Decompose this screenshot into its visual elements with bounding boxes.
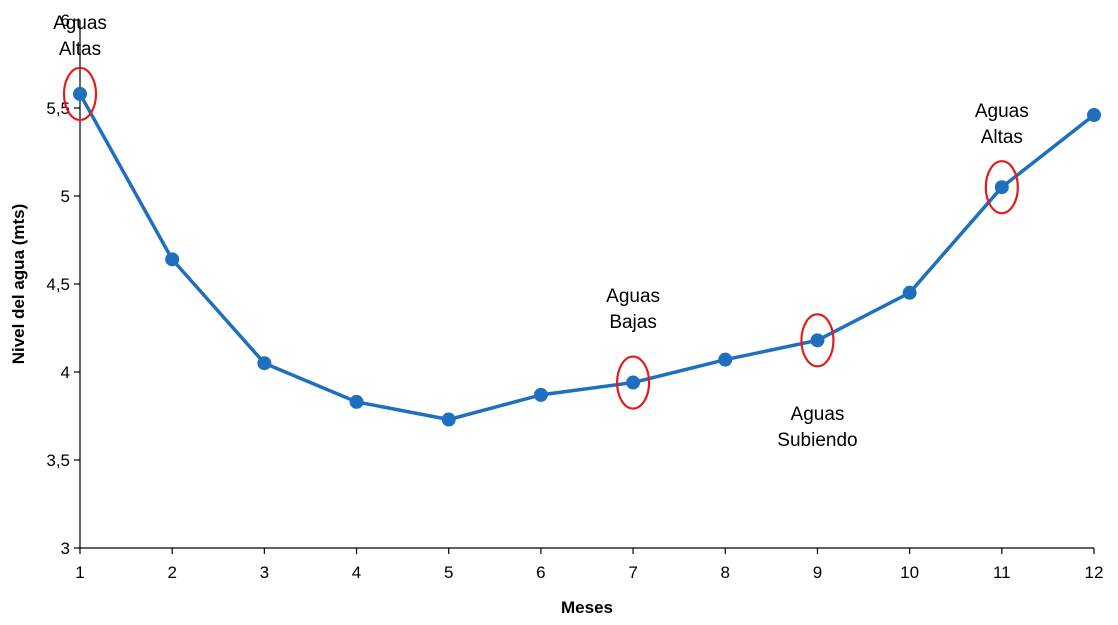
y-tick-label: 3 (61, 539, 70, 558)
annotation-line-1: Aguas (975, 101, 1029, 122)
highlight-circle (984, 160, 1019, 215)
annotation-label: Aguas Subiendo (777, 404, 857, 451)
annotation-line-2: Subiendo (777, 430, 857, 451)
x-ticks: 1 2 3 4 5 6 7 8 9 10 11 12 (75, 548, 1103, 582)
y-tick-label: 4 (61, 363, 70, 382)
data-point (902, 285, 917, 300)
data-point (441, 412, 456, 427)
y-tick-label: 4,5 (46, 275, 70, 294)
highlight-circle (615, 355, 651, 410)
series-line (78, 93, 1096, 422)
highlight-circle (800, 313, 835, 368)
x-tick-label: 10 (900, 563, 919, 582)
annotations: Aguas Altas Aguas Bajas Aguas Subiendo Aguas Al… (53, 13, 1029, 451)
annotation-line-1: Aguas (791, 404, 845, 425)
x-tick-label: 3 (260, 563, 269, 582)
x-tick-label: 9 (813, 563, 822, 582)
data-point (257, 356, 272, 371)
annotation-label: Aguas Altas (975, 101, 1029, 148)
annotation-label: Aguas Altas (53, 13, 107, 60)
y-ticks: 33,544,555,56 (46, 11, 80, 558)
data-point (718, 352, 733, 367)
x-tick-label: 1 (75, 563, 84, 582)
annotation-line-2: Altas (981, 127, 1023, 148)
y-tick-label: 5 (61, 187, 70, 206)
annotation-label: Aguas Bajas (606, 286, 660, 333)
x-tick-label: 2 (167, 563, 176, 582)
annotation-line-2: Bajas (609, 312, 657, 333)
y-axis-title: Nivel del agua (mts) (9, 204, 28, 365)
x-axis: 1 2 3 4 5 6 7 8 9 10 11 12 (75, 547, 1103, 582)
annotation-line-1: Aguas (53, 13, 107, 34)
x-tick-label: 12 (1085, 563, 1104, 582)
x-tick-label: 5 (444, 563, 453, 582)
data-point (165, 252, 180, 267)
data-point (533, 387, 548, 402)
x-tick-label: 6 (536, 563, 545, 582)
data-point (994, 180, 1009, 195)
series-water-level (73, 86, 1101, 427)
data-point (349, 394, 364, 409)
x-tick-label: 8 (721, 563, 730, 582)
x-tick-label: 11 (993, 563, 1011, 582)
data-point (73, 86, 87, 101)
data-point (810, 333, 825, 348)
x-tick-label: 7 (628, 563, 637, 582)
data-point (1087, 108, 1101, 123)
highlight-circles (62, 66, 1019, 410)
y-tick-label: 6 (61, 11, 70, 30)
annotation-line-2: Altas (59, 39, 101, 60)
x-axis-title: Meses (561, 598, 613, 617)
x-tick-label: 4 (352, 563, 361, 582)
data-point (626, 375, 641, 390)
highlight-circle (62, 66, 98, 122)
y-axis: 33,544,555,56 (46, 11, 81, 558)
y-tick-label: 3,5 (46, 451, 70, 470)
annotation-line-1: Aguas (606, 286, 660, 307)
